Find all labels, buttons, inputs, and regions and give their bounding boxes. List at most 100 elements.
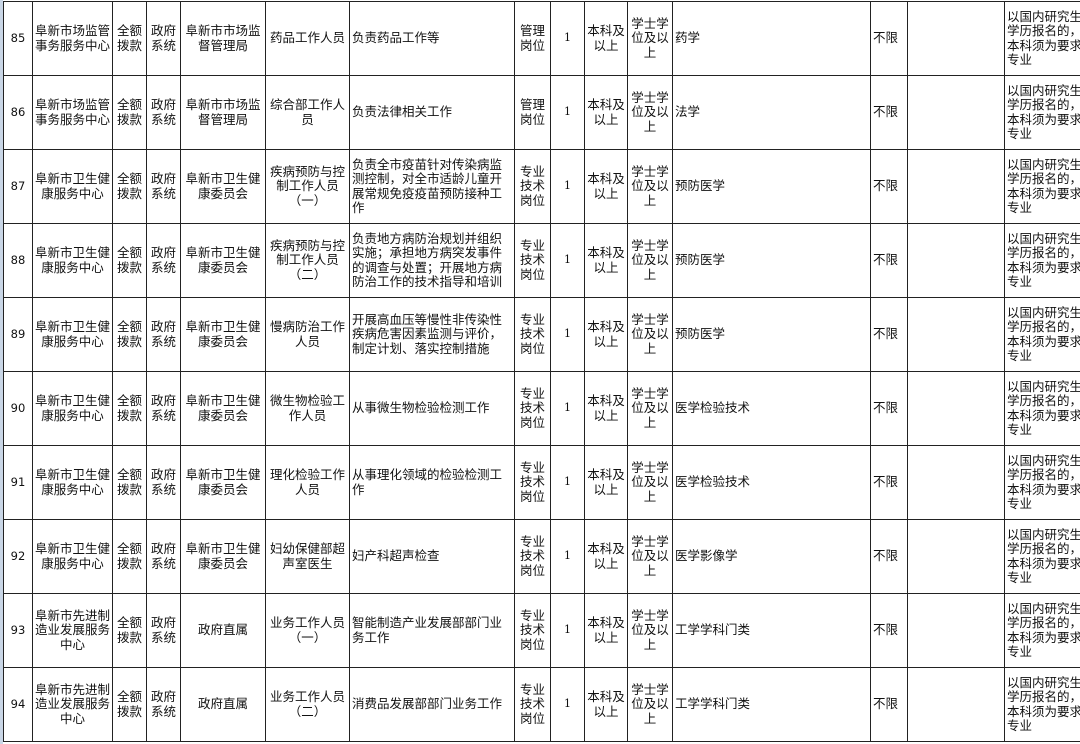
position-name-cell: 药品工作人员	[265, 1, 350, 76]
degree-cell: 学士学位及以上	[627, 371, 673, 446]
degree-cell: 学士学位及以上	[627, 297, 673, 372]
department-cell: 阜新市卫生健康委员会	[180, 149, 266, 224]
funding-type-cell: 全额拨款	[112, 297, 147, 372]
row-number-cell: 92	[3, 519, 33, 594]
position-name-cell: 业务工作人员（一）	[265, 593, 350, 668]
education-cell: 本科及以上	[584, 1, 628, 76]
job-description-cell: 负责全市疫苗针对传染病监测控制，对全市适龄儿童开展常规免疫疫苗预防接种工作	[349, 149, 515, 224]
job-description-cell: 负责地方病防治规划并组织实施；承担地方病突发事件的调查与处置；开展地方病防治工作…	[349, 223, 515, 298]
headcount-cell: 1	[550, 1, 585, 76]
unit-name-cell: 阜新市场监管事务服务中心	[32, 1, 113, 76]
education-cell: 本科及以上	[584, 519, 628, 594]
department-cell: 阜新市卫生健康委员会	[180, 519, 266, 594]
headcount-cell: 1	[550, 445, 585, 520]
recruitment-table: 85 阜新市场监管事务服务中心 全额拨款 政府系统 阜新市市场监督管理局 药品工作人员 负责…	[3, 1, 1080, 742]
education-cell: 本科及以上	[584, 667, 628, 742]
funding-type-cell: 全额拨款	[112, 223, 147, 298]
table-row: 89 阜新市卫生健康服务中心 全额拨款 政府系统 阜新市卫生健康委员会 慢病防治工作人员开…	[3, 297, 1080, 372]
funding-type-cell: 全额拨款	[112, 445, 147, 520]
age-limit-cell: 不限	[870, 1, 908, 76]
row-number-cell: 88	[3, 223, 33, 298]
table-row: 88 阜新市卫生健康服务中心 全额拨款 政府系统 阜新市卫生健康委员会 疾病预防与控制工作…	[3, 223, 1080, 298]
age-limit-cell: 不限	[870, 445, 908, 520]
headcount-cell: 1	[550, 519, 585, 594]
remarks-cell: 以国内研究生学历报名的，本科须为要求专业	[1004, 149, 1080, 224]
unit-name-cell: 阜新市卫生健康服务中心	[32, 371, 113, 446]
table-row: 87 阜新市卫生健康服务中心 全额拨款 政府系统 阜新市卫生健康委员会 疾病预防与控制工作…	[3, 149, 1080, 224]
department-cell: 阜新市市场监督管理局	[180, 1, 266, 76]
table-row: 93 阜新市先进制造业发展服务中心 全额拨款 政府系统 政府直属 业务工作人员（一） 智能制…	[3, 593, 1080, 668]
department-cell: 阜新市卫生健康委员会	[180, 223, 266, 298]
degree-cell: 学士学位及以上	[627, 667, 673, 742]
major-cell: 预防医学	[672, 297, 871, 372]
job-description-cell: 消费品发展部部门业务工作	[349, 667, 515, 742]
position-name-cell: 微生物检验工作人员	[265, 371, 350, 446]
headcount-cell: 1	[550, 371, 585, 446]
major-cell: 医学检验技术	[672, 371, 871, 446]
department-cell: 阜新市卫生健康委员会	[180, 371, 266, 446]
job-description-cell: 开展高血压等慢性非传染性疾病危害因素监测与评价，制定计划、落实控制措施	[349, 297, 515, 372]
funding-type-cell: 全额拨款	[112, 149, 147, 224]
row-number-cell: 91	[3, 445, 33, 520]
degree-cell: 学士学位及以上	[627, 75, 673, 150]
department-cell: 政府直属	[180, 593, 266, 668]
job-description-cell: 从事理化领域的检验检测工作	[349, 445, 515, 520]
other-requirements-cell	[907, 667, 1005, 742]
unit-name-cell: 阜新市卫生健康服务中心	[32, 223, 113, 298]
unit-name-cell: 阜新市卫生健康服务中心	[32, 297, 113, 372]
other-requirements-cell	[907, 593, 1005, 668]
degree-cell: 学士学位及以上	[627, 223, 673, 298]
position-name-cell: 疾病预防与控制工作人员（一）	[265, 149, 350, 224]
age-limit-cell: 不限	[870, 593, 908, 668]
other-requirements-cell	[907, 149, 1005, 224]
job-description-cell: 妇产科超声检查	[349, 519, 515, 594]
position-name-cell: 理化检验工作人员	[265, 445, 350, 520]
row-number-cell: 86	[3, 75, 33, 150]
unit-name-cell: 阜新市先进制造业发展服务中心	[32, 593, 113, 668]
major-cell: 药学	[672, 1, 871, 76]
system-cell: 政府系统	[146, 1, 181, 76]
department-cell: 阜新市卫生健康委员会	[180, 297, 266, 372]
education-cell: 本科及以上	[584, 149, 628, 224]
age-limit-cell: 不限	[870, 667, 908, 742]
row-number-cell: 94	[3, 667, 33, 742]
major-cell: 预防医学	[672, 223, 871, 298]
unit-name-cell: 阜新市卫生健康服务中心	[32, 519, 113, 594]
other-requirements-cell	[907, 75, 1005, 150]
major-cell: 医学影像学	[672, 519, 871, 594]
other-requirements-cell	[907, 371, 1005, 446]
job-description-cell: 负责药品工作等	[349, 1, 515, 76]
position-name-cell: 妇幼保健部超声室医生	[265, 519, 350, 594]
row-number-cell: 87	[3, 149, 33, 224]
row-number-cell: 93	[3, 593, 33, 668]
headcount-cell: 1	[550, 223, 585, 298]
funding-type-cell: 全额拨款	[112, 371, 147, 446]
remarks-cell: 以国内研究生学历报名的，本科须为要求专业	[1004, 445, 1080, 520]
department-cell: 政府直属	[180, 667, 266, 742]
position-type-cell: 管理岗位	[514, 75, 551, 150]
system-cell: 政府系统	[146, 667, 181, 742]
education-cell: 本科及以上	[584, 371, 628, 446]
position-type-cell: 专业技术岗位	[514, 445, 551, 520]
major-cell: 工学学科门类	[672, 667, 871, 742]
other-requirements-cell	[907, 1, 1005, 76]
major-cell: 医学检验技术	[672, 445, 871, 520]
position-name-cell: 慢病防治工作人员	[265, 297, 350, 372]
position-name-cell: 综合部工作人员	[265, 75, 350, 150]
major-cell: 工学学科门类	[672, 593, 871, 668]
remarks-cell: 以国内研究生学历报名的，本科须为要求专业	[1004, 371, 1080, 446]
remarks-cell: 以国内研究生学历报名的，本科须为要求专业	[1004, 519, 1080, 594]
remarks-cell: 以国内研究生学历报名的，本科须为要求专业	[1004, 667, 1080, 742]
position-type-cell: 专业技术岗位	[514, 149, 551, 224]
education-cell: 本科及以上	[584, 223, 628, 298]
position-type-cell: 管理岗位	[514, 1, 551, 76]
funding-type-cell: 全额拨款	[112, 593, 147, 668]
position-type-cell: 专业技术岗位	[514, 223, 551, 298]
age-limit-cell: 不限	[870, 371, 908, 446]
position-type-cell: 专业技术岗位	[514, 667, 551, 742]
degree-cell: 学士学位及以上	[627, 519, 673, 594]
row-number-cell: 90	[3, 371, 33, 446]
system-cell: 政府系统	[146, 223, 181, 298]
unit-name-cell: 阜新市先进制造业发展服务中心	[32, 667, 113, 742]
job-description-cell: 负责法律相关工作	[349, 75, 515, 150]
